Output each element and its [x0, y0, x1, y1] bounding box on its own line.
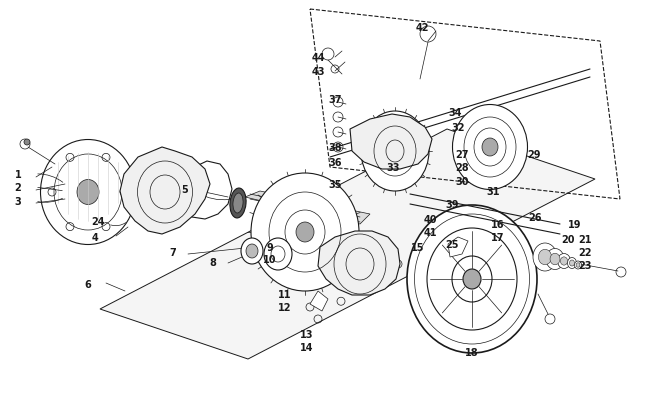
Text: 35: 35: [328, 179, 342, 190]
Ellipse shape: [77, 180, 99, 205]
Ellipse shape: [233, 194, 243, 213]
Text: 40: 40: [423, 215, 437, 224]
Ellipse shape: [538, 250, 552, 265]
Ellipse shape: [296, 222, 314, 243]
Text: 9: 9: [266, 243, 274, 252]
Polygon shape: [448, 237, 468, 257]
Text: 34: 34: [448, 108, 461, 118]
Text: 30: 30: [455, 177, 469, 187]
Polygon shape: [310, 291, 328, 311]
Polygon shape: [245, 192, 370, 224]
Text: 11: 11: [278, 289, 292, 299]
Text: 14: 14: [300, 342, 314, 352]
Ellipse shape: [407, 205, 537, 353]
Text: 8: 8: [209, 257, 216, 267]
Ellipse shape: [546, 249, 564, 270]
Text: 2: 2: [14, 183, 21, 192]
Text: 20: 20: [561, 234, 575, 244]
Ellipse shape: [533, 243, 557, 271]
Ellipse shape: [576, 263, 580, 268]
Text: 19: 19: [568, 220, 582, 230]
Ellipse shape: [40, 140, 135, 245]
Ellipse shape: [482, 139, 498, 157]
Text: 1: 1: [14, 170, 21, 179]
Text: 16: 16: [491, 220, 505, 230]
Text: 33: 33: [386, 162, 400, 173]
Ellipse shape: [567, 258, 577, 269]
Text: 27: 27: [455, 149, 469, 160]
Text: 10: 10: [263, 254, 277, 264]
Text: 44: 44: [311, 53, 325, 63]
Ellipse shape: [361, 112, 429, 192]
Text: 21: 21: [578, 234, 592, 244]
Text: 15: 15: [411, 243, 424, 252]
Text: 26: 26: [528, 213, 541, 222]
Text: 37: 37: [328, 95, 342, 105]
Text: 24: 24: [91, 216, 105, 226]
Ellipse shape: [452, 105, 528, 190]
Ellipse shape: [251, 174, 359, 291]
Text: 38: 38: [328, 143, 342, 153]
Text: 6: 6: [84, 279, 92, 289]
Text: 22: 22: [578, 247, 592, 257]
Text: 42: 42: [415, 23, 429, 33]
Text: 7: 7: [170, 247, 176, 257]
Text: 23: 23: [578, 260, 592, 270]
Text: 43: 43: [311, 67, 325, 77]
Text: 4: 4: [92, 232, 98, 243]
Ellipse shape: [550, 254, 560, 265]
Ellipse shape: [575, 261, 582, 269]
Text: 3: 3: [14, 196, 21, 207]
Ellipse shape: [264, 239, 292, 270]
Ellipse shape: [230, 189, 246, 218]
Polygon shape: [318, 231, 400, 295]
Text: 32: 32: [451, 123, 465, 133]
Ellipse shape: [241, 239, 263, 264]
Ellipse shape: [463, 269, 481, 289]
Text: 31: 31: [486, 187, 500, 196]
Polygon shape: [180, 162, 232, 220]
Polygon shape: [350, 115, 432, 170]
Text: 13: 13: [300, 329, 314, 339]
Polygon shape: [100, 130, 595, 359]
Ellipse shape: [560, 257, 567, 265]
Ellipse shape: [246, 244, 258, 258]
Text: 25: 25: [445, 239, 459, 249]
Text: 12: 12: [278, 302, 292, 312]
Ellipse shape: [558, 254, 571, 269]
Text: 29: 29: [527, 149, 541, 160]
Text: 28: 28: [455, 162, 469, 173]
Ellipse shape: [569, 260, 575, 266]
Circle shape: [24, 140, 30, 146]
Text: 41: 41: [423, 228, 437, 237]
Text: 36: 36: [328, 158, 342, 168]
Text: 17: 17: [491, 232, 505, 243]
Text: 5: 5: [181, 185, 188, 194]
Text: 18: 18: [465, 347, 479, 357]
Polygon shape: [120, 148, 210, 234]
Text: 39: 39: [445, 200, 459, 209]
